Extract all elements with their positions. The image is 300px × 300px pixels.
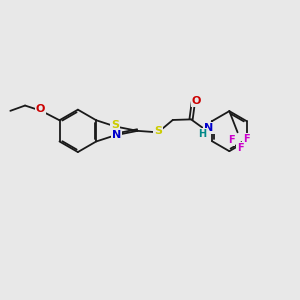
Text: F: F [228, 135, 234, 145]
Text: N: N [112, 130, 121, 140]
Text: S: S [111, 120, 119, 130]
Text: O: O [36, 104, 45, 114]
Text: N: N [204, 123, 214, 133]
Text: S: S [154, 126, 162, 136]
Text: F: F [237, 142, 244, 153]
Text: H: H [198, 129, 206, 139]
Text: F: F [243, 134, 250, 144]
Text: O: O [192, 96, 201, 106]
